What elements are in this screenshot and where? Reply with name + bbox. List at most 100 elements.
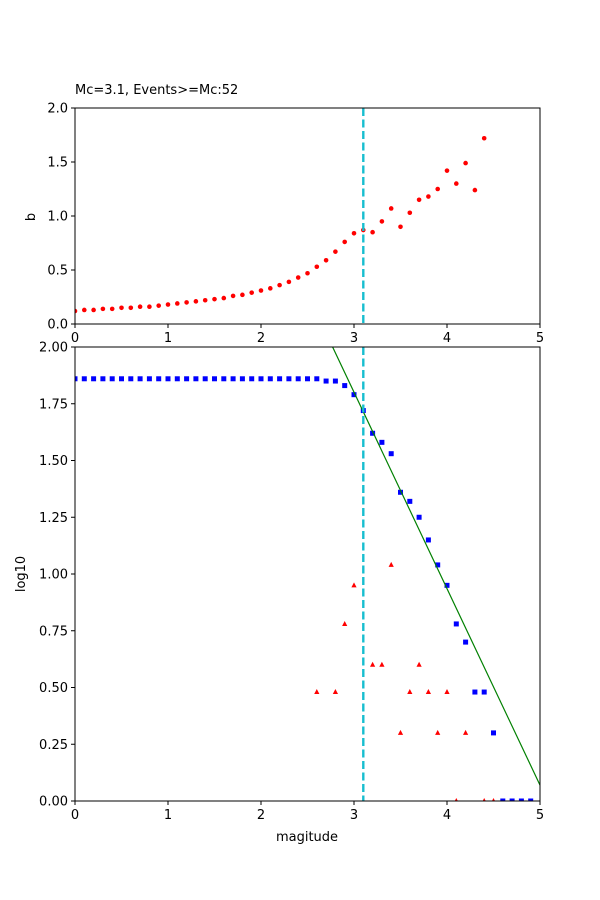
cumulative-point <box>109 376 115 382</box>
cumulative-point <box>528 798 534 801</box>
b-value-point <box>165 302 171 307</box>
bottom-y-tick-label: 2.00 <box>39 341 68 356</box>
b-value-point <box>444 168 450 173</box>
cumulative-point <box>156 376 162 382</box>
b-value-point <box>221 295 227 301</box>
b-value-point <box>91 307 96 313</box>
cumulative-point <box>342 383 348 389</box>
top-x-tick-label: 5 <box>536 331 544 346</box>
bottom-y-tick-label: 1.50 <box>39 454 68 469</box>
cumulative-point <box>128 376 134 382</box>
b-value-point <box>323 257 329 263</box>
cumulative-point <box>258 376 264 382</box>
noncumulative-point <box>463 729 469 735</box>
noncumulative-point <box>332 689 338 695</box>
cumulative-point <box>332 378 338 384</box>
bottom-y-tick-label: 1.25 <box>39 511 68 526</box>
b-value-point <box>109 306 115 312</box>
cumulative-point <box>435 562 441 568</box>
bottom-y-tick-label: 0.25 <box>39 738 68 753</box>
bottom-plot-area <box>75 347 540 801</box>
bottom-y-tick-label: 0.50 <box>39 681 68 696</box>
cumulative-point <box>425 537 431 543</box>
b-value-point <box>342 239 348 245</box>
b-value-point <box>75 308 78 314</box>
b-value-point <box>379 219 385 224</box>
b-value-point <box>454 181 459 186</box>
cumulative-point <box>146 376 152 382</box>
b-value-point <box>258 288 264 293</box>
bottom-y-axis-label: log10 <box>14 556 29 592</box>
cumulative-point <box>221 376 227 382</box>
top-y-tick-label: 0.5 <box>47 264 68 279</box>
noncumulative-point <box>388 561 394 567</box>
noncumulative-point <box>351 582 357 588</box>
frequency-magnitude-panel: log10 magitude 0 1 2 3 4 5 0.00 0.25 0.50 0.75 1.0… <box>14 341 544 846</box>
cumulative-point <box>249 376 255 382</box>
cumulative-point <box>416 514 422 520</box>
noncumulative-point <box>444 689 450 695</box>
bottom-x-tick-label: 2 <box>257 808 265 823</box>
noncumulative-point <box>416 661 422 667</box>
fit-line <box>332 347 540 786</box>
b-value-point <box>286 279 292 285</box>
cumulative-point <box>509 798 515 801</box>
b-value-point <box>184 300 189 305</box>
top-y-tick-label: 0.0 <box>47 318 68 333</box>
b-value-point <box>333 249 338 254</box>
b-value-point <box>147 304 152 310</box>
b-value-point <box>249 290 254 295</box>
top-tick-labels: 0 1 2 3 4 5 0.0 0.5 1.0 1.5 2.0 <box>47 102 544 347</box>
bottom-y-tick-label: 1.75 <box>39 397 68 412</box>
cumulative-point <box>81 376 87 382</box>
cumulative-point <box>463 639 469 645</box>
bottom-axes-frame <box>74 346 541 802</box>
b-value-point <box>128 305 134 311</box>
cumulative-point <box>119 376 124 382</box>
top-x-tick-label: 2 <box>257 331 265 346</box>
noncumulative-point <box>454 798 458 801</box>
b-value-point <box>407 210 413 216</box>
b-value-point <box>202 297 208 303</box>
cumulative-point <box>444 582 450 588</box>
top-marks <box>75 108 487 324</box>
b-value-point <box>277 282 282 288</box>
b-value-point <box>119 305 124 311</box>
noncumulative-point <box>407 689 413 695</box>
cumulative-point <box>398 489 403 495</box>
b-value-point <box>100 306 106 312</box>
cumulative-point <box>286 376 292 382</box>
bottom-marks <box>75 347 540 801</box>
cumulative-point <box>91 376 97 382</box>
cumulative-point <box>379 439 385 445</box>
top-y-tick-label: 1.5 <box>47 156 68 171</box>
noncumulative-point <box>435 729 441 735</box>
b-value-point <box>351 230 357 236</box>
noncumulative-point <box>491 798 496 801</box>
b-value-point <box>137 304 143 310</box>
bottom-y-tick-label: 0.00 <box>39 795 68 810</box>
cumulative-point <box>239 376 245 382</box>
noncumulative-point <box>342 620 348 626</box>
noncumulative-point <box>425 689 431 695</box>
cumulative-point <box>100 376 106 382</box>
bottom-x-tick-label: 4 <box>443 808 451 823</box>
cumulative-point <box>137 376 143 382</box>
bottom-x-tick-label: 0 <box>71 808 79 823</box>
cumulative-point <box>230 376 236 382</box>
cumulative-point <box>453 621 459 627</box>
noncumulative-point <box>314 689 320 695</box>
b-value-point <box>416 197 422 203</box>
top-x-tick-label: 3 <box>350 331 358 346</box>
bottom-x-tick-label: 1 <box>164 808 172 823</box>
bottom-tick-labels: 0 1 2 3 4 5 0.00 0.25 0.50 0.75 1.00 1.25 1.50 1.75 2.… <box>39 341 544 824</box>
top-x-tick-label: 1 <box>164 331 172 346</box>
top-x-tick-label: 4 <box>443 331 451 346</box>
bottom-x-tick-label: 3 <box>350 808 358 823</box>
cumulative-point <box>202 376 208 382</box>
b-value-panel: Mc=3.1, Events>=Mc:52 b 0 1 2 3 4 5 0.0 0.5 1.0 1… <box>24 83 544 346</box>
cumulative-point <box>305 376 310 382</box>
b-value-point <box>472 187 478 193</box>
b-value-point <box>82 307 87 313</box>
